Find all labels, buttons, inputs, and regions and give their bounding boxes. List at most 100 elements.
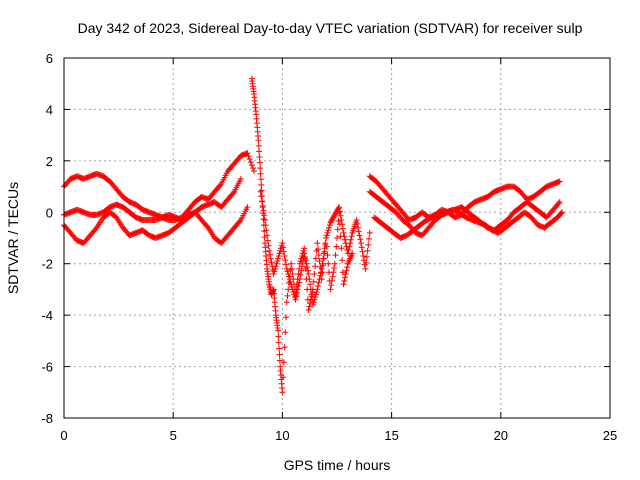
data-point <box>329 215 336 222</box>
data-point <box>245 153 252 160</box>
data-point <box>346 243 353 250</box>
data-point <box>335 205 342 212</box>
data-point <box>307 281 314 288</box>
data-point <box>296 276 303 283</box>
data-point <box>257 170 264 177</box>
x-tick-label: 0 <box>60 428 67 443</box>
data-point <box>263 227 270 234</box>
data-point <box>329 273 336 280</box>
x-tick-label: 15 <box>384 428 398 443</box>
data-point <box>336 208 343 215</box>
data-point <box>333 209 340 216</box>
data-point <box>310 299 317 306</box>
data-point <box>264 232 271 239</box>
data-point <box>274 258 281 265</box>
data-point <box>556 199 563 205</box>
data-point <box>288 260 295 267</box>
data-point <box>331 265 338 271</box>
data-point <box>283 299 290 306</box>
data-point <box>322 240 329 247</box>
data-point <box>333 243 340 250</box>
data-point <box>359 248 366 255</box>
data-point <box>292 296 299 303</box>
data-point <box>303 260 310 267</box>
data-point <box>357 236 364 243</box>
data-point <box>255 137 262 144</box>
data-point <box>331 211 338 218</box>
data-point <box>338 217 345 223</box>
data-point <box>249 165 256 172</box>
data-point <box>325 224 332 231</box>
data-point <box>327 219 334 226</box>
data-point <box>316 276 323 283</box>
data-point <box>360 253 367 259</box>
data-point <box>324 252 331 259</box>
data-point <box>236 218 243 225</box>
data-point <box>280 244 287 251</box>
data-point <box>312 255 319 262</box>
data-point <box>344 264 351 271</box>
data-point <box>355 224 362 231</box>
data-point <box>317 269 324 276</box>
data-point <box>277 247 284 254</box>
data-point <box>315 246 322 253</box>
data-point <box>323 235 330 241</box>
data-point <box>555 200 562 207</box>
data-point <box>344 250 351 257</box>
data-point <box>348 233 355 240</box>
data-point <box>257 188 264 195</box>
x-tick-label: 20 <box>494 428 508 443</box>
data-point <box>280 359 287 366</box>
data-point <box>334 235 340 241</box>
data-point <box>314 240 321 247</box>
data-point <box>339 257 346 264</box>
data-point <box>330 269 337 276</box>
data-point <box>279 389 286 396</box>
data-point <box>296 279 303 286</box>
data-point <box>307 286 314 293</box>
data-point <box>272 263 279 270</box>
data-point <box>311 296 318 303</box>
data-point <box>300 247 307 254</box>
data-point <box>288 283 295 290</box>
data-point <box>339 221 346 228</box>
data-point <box>315 283 322 289</box>
data-point <box>288 281 295 288</box>
data-point <box>255 142 262 149</box>
data-point <box>311 271 318 277</box>
data-point <box>251 168 258 175</box>
data-point <box>247 159 254 166</box>
y-tick-label: 0 <box>46 205 53 220</box>
data-point <box>293 289 300 296</box>
y-tick-label: 4 <box>46 102 53 117</box>
data-point <box>354 220 361 227</box>
data-point <box>319 260 326 267</box>
data-point <box>341 277 348 284</box>
data-point <box>332 210 339 217</box>
data-point <box>332 252 339 259</box>
y-tick-label: -4 <box>41 308 53 323</box>
series-sat-e <box>257 188 373 308</box>
data-point <box>261 212 268 219</box>
data-point <box>306 303 313 310</box>
data-point <box>321 245 328 252</box>
y-tick-label: 6 <box>46 51 53 66</box>
data-point <box>326 222 333 229</box>
data-point <box>275 327 282 334</box>
data-point <box>256 154 263 160</box>
data-point <box>281 344 288 351</box>
data-point <box>341 233 348 240</box>
data-point <box>244 204 251 211</box>
data-point <box>337 212 344 219</box>
data-point <box>325 227 332 234</box>
data-point <box>316 258 323 265</box>
data-point <box>336 204 343 211</box>
data-point <box>310 278 317 285</box>
series-sat-h <box>371 206 565 241</box>
data-point <box>342 236 349 243</box>
data-point <box>258 187 265 194</box>
data-point <box>280 374 287 381</box>
data-point <box>324 229 331 236</box>
data-point <box>330 214 337 221</box>
